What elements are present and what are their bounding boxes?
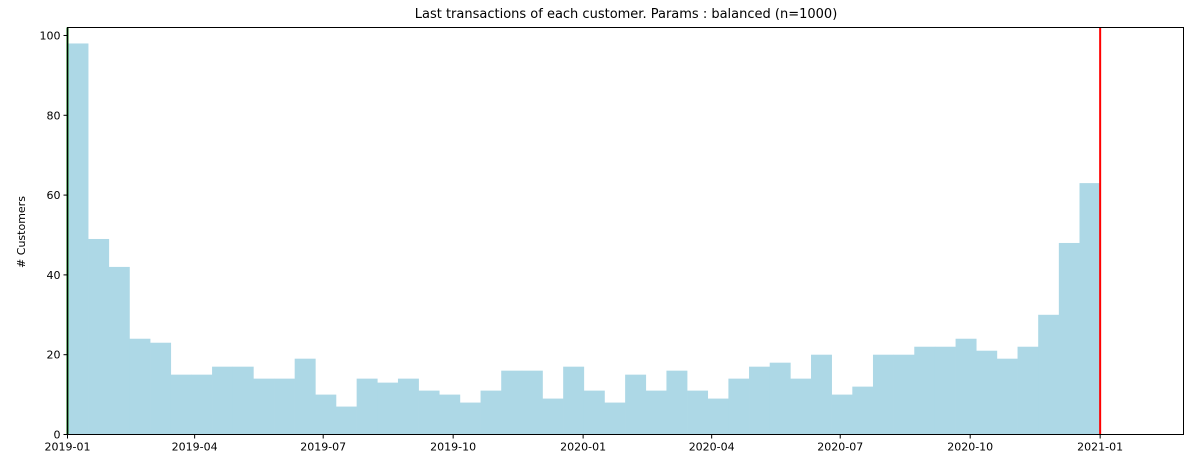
y-axis-ticks: 0 20 40 60 80 100 bbox=[40, 29, 68, 442]
x-tick-label: 2020-01 bbox=[560, 441, 606, 454]
histogram-bar bbox=[749, 366, 771, 435]
histogram-bar bbox=[687, 390, 709, 435]
histogram-bar bbox=[707, 398, 729, 435]
x-tick-label: 2020-10 bbox=[947, 441, 993, 454]
histogram-bar bbox=[397, 378, 419, 435]
x-axis-ticks: 2019-01 2019-04 2019-07 2019-10 2020-01 2020-… bbox=[45, 434, 1123, 454]
histogram-bar bbox=[955, 338, 977, 435]
plot-frame bbox=[67, 27, 1184, 435]
histogram-bar bbox=[356, 378, 378, 435]
histogram-bar bbox=[212, 366, 234, 435]
x-tick-label: 2019-04 bbox=[172, 441, 218, 454]
histogram-bar bbox=[315, 394, 337, 435]
histogram-bar bbox=[1038, 314, 1060, 435]
histogram-bar bbox=[604, 402, 626, 435]
bars-group bbox=[67, 43, 1101, 435]
histogram-bar bbox=[563, 366, 585, 435]
histogram-bar bbox=[501, 370, 523, 435]
histogram-bar bbox=[108, 266, 130, 435]
histogram-bar bbox=[294, 358, 316, 435]
histogram-bar bbox=[88, 238, 110, 435]
histogram-bar bbox=[67, 43, 89, 435]
histogram-bar bbox=[914, 346, 936, 435]
x-tick-label: 2019-10 bbox=[430, 441, 476, 454]
histogram-bar bbox=[728, 378, 750, 435]
histogram-bar bbox=[1079, 183, 1101, 435]
histogram-bar bbox=[232, 366, 254, 435]
y-tick-label: 100 bbox=[40, 29, 61, 42]
histogram-bar bbox=[831, 394, 853, 435]
x-tick-label: 2019-01 bbox=[45, 441, 91, 454]
y-tick-label: 20 bbox=[47, 349, 61, 362]
x-tick-label: 2019-07 bbox=[300, 441, 346, 454]
histogram-bar bbox=[852, 386, 874, 435]
x-tick-label: 2020-07 bbox=[817, 441, 863, 454]
histogram-bar bbox=[583, 390, 605, 435]
histogram-bar bbox=[542, 398, 564, 435]
histogram-bar bbox=[253, 378, 275, 435]
y-tick-label: 60 bbox=[47, 189, 61, 202]
histogram-bar bbox=[480, 390, 502, 435]
y-tick-label: 0 bbox=[54, 429, 61, 442]
histogram-bar bbox=[625, 374, 647, 435]
x-tick-label: 2021-01 bbox=[1077, 441, 1123, 454]
histogram-bar bbox=[769, 362, 791, 435]
histogram-bar bbox=[150, 342, 172, 435]
histogram-bar bbox=[1017, 346, 1039, 435]
histogram-bar bbox=[811, 354, 832, 435]
histogram-bar bbox=[996, 358, 1018, 435]
histogram-bar bbox=[170, 374, 192, 435]
x-tick-label: 2020-04 bbox=[689, 441, 735, 454]
histogram-bar bbox=[335, 406, 357, 435]
histogram-bar bbox=[129, 338, 151, 435]
y-tick-label: 40 bbox=[47, 269, 61, 282]
histogram-bar bbox=[459, 402, 481, 435]
y-tick-label: 80 bbox=[47, 109, 61, 122]
y-axis-label: # Customers bbox=[15, 196, 28, 268]
histogram-bar bbox=[790, 378, 812, 435]
histogram-bar bbox=[872, 354, 894, 435]
histogram-bar bbox=[191, 374, 213, 435]
histogram-bar bbox=[1058, 242, 1080, 435]
histogram-bar bbox=[934, 346, 956, 435]
histogram-bar bbox=[418, 390, 440, 435]
histogram-bar bbox=[893, 354, 915, 435]
histogram-bar bbox=[377, 382, 399, 435]
histogram-bar bbox=[521, 370, 543, 435]
histogram-bar bbox=[666, 370, 688, 435]
histogram-bar bbox=[976, 350, 998, 435]
histogram-bar bbox=[274, 378, 295, 435]
histogram-bar bbox=[645, 390, 667, 435]
chart-title: Last transactions of each customer. Para… bbox=[415, 7, 838, 22]
histogram-bar bbox=[439, 394, 461, 435]
